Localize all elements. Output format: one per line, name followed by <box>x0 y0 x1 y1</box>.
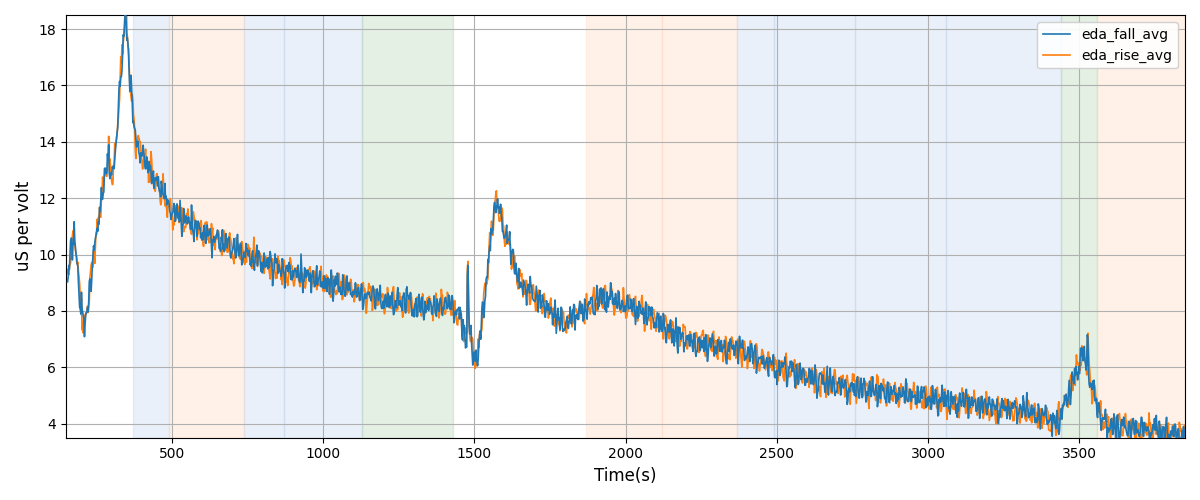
Bar <box>1097 15 1184 438</box>
eda_fall_avg <box>571 316 586 322</box>
eda_rise_avg <box>1156 427 1170 433</box>
eda_fall_avg <box>1177 428 1192 434</box>
Bar <box>662 15 738 438</box>
eda_fall_avg <box>1156 428 1170 434</box>
eda_rise_avg <box>1086 387 1100 393</box>
Bar <box>856 15 946 438</box>
eda_fall_avg <box>658 326 672 332</box>
eda_rise_avg <box>1134 443 1148 449</box>
Line: eda_rise_avg: eda_rise_avg <box>67 0 1184 446</box>
eda_fall_avg <box>60 279 74 285</box>
eda_fall_avg <box>1142 443 1157 449</box>
Bar <box>283 15 362 438</box>
eda_rise_avg <box>60 270 74 276</box>
eda_fall_avg <box>1086 386 1100 392</box>
X-axis label: Time(s): Time(s) <box>594 467 656 485</box>
Bar <box>169 15 245 438</box>
eda_fall_avg <box>119 10 133 16</box>
eda_rise_avg <box>529 306 544 312</box>
eda_rise_avg <box>1177 422 1192 428</box>
Bar <box>362 15 454 438</box>
Bar <box>738 15 774 438</box>
Bar <box>245 15 283 438</box>
Bar <box>586 15 662 438</box>
Legend: eda_fall_avg, eda_rise_avg: eda_fall_avg, eda_rise_avg <box>1037 22 1178 68</box>
Bar <box>774 15 856 438</box>
eda_rise_avg <box>102 134 116 140</box>
Bar <box>1061 15 1097 438</box>
Bar <box>132 15 169 438</box>
Y-axis label: uS per volt: uS per volt <box>14 181 34 272</box>
eda_rise_avg <box>658 320 672 326</box>
Line: eda_fall_avg: eda_fall_avg <box>67 12 1184 446</box>
Bar <box>946 15 1061 438</box>
eda_fall_avg <box>102 142 116 148</box>
eda_fall_avg <box>529 283 544 289</box>
eda_rise_avg <box>571 316 586 322</box>
